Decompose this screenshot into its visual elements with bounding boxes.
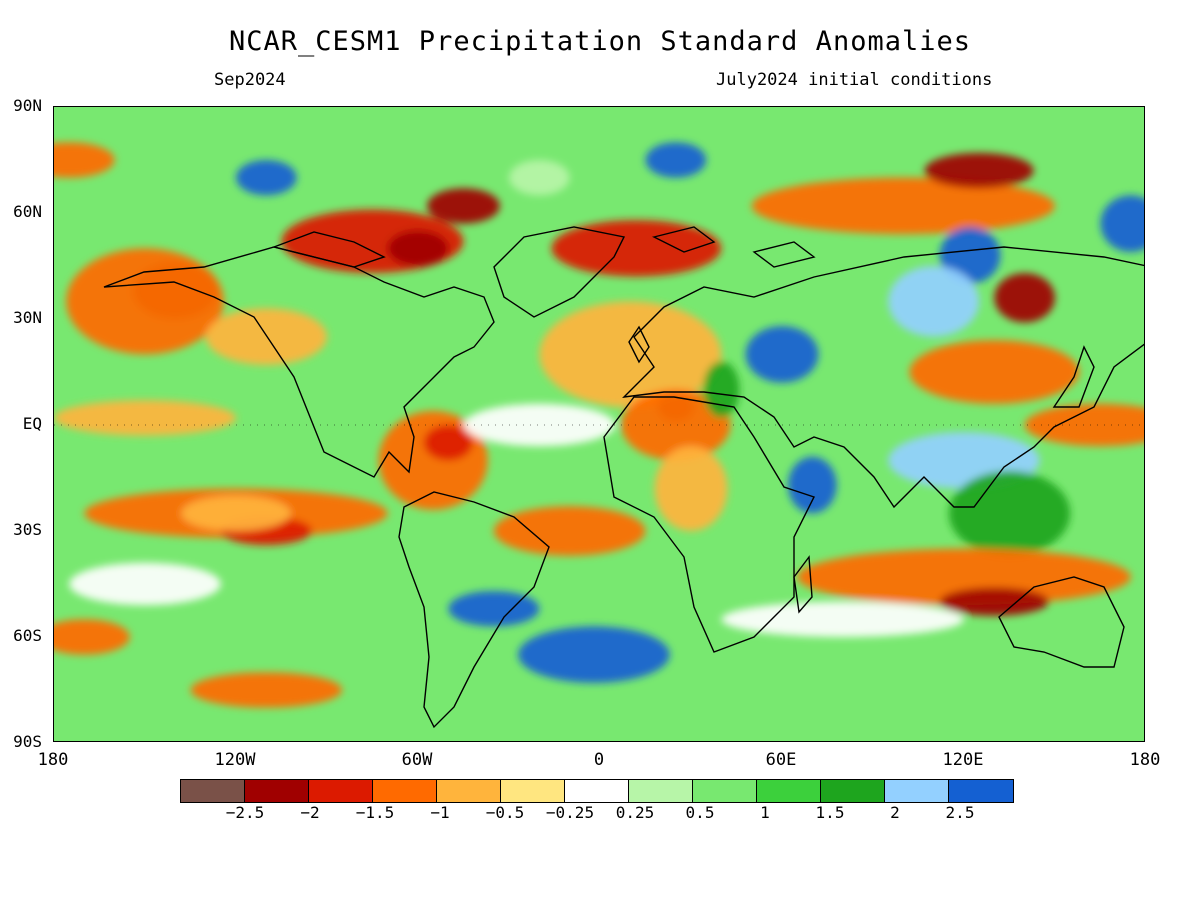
map-title: NCAR_CESM1 Precipitation Standard Anomal… [229, 26, 971, 57]
anomaly-region [54, 142, 115, 178]
lat-label-90n: 90N [13, 96, 42, 115]
anomaly-region [939, 587, 1049, 616]
coastline-japan [1052, 345, 1095, 408]
anomaly-region [994, 273, 1055, 323]
anomaly-region [721, 601, 965, 637]
anomaly-region [448, 591, 540, 627]
colorbar-label: 0.25 [615, 803, 655, 822]
lon-label-120w: 120W [214, 750, 256, 770]
colorbar-swatch [501, 780, 565, 802]
anomaly-region [745, 326, 819, 383]
colorbar-label: 2.5 [945, 803, 975, 822]
coastline-eurasia [622, 246, 1144, 509]
colorbar-label: −2.5 [225, 803, 265, 822]
colorbar-swatch [949, 780, 1013, 802]
colorbar-swatch [437, 780, 501, 802]
lon-label-60w: 60W [401, 750, 433, 770]
anomaly-region [645, 142, 707, 178]
anomaly-region [948, 470, 1071, 556]
colorbar-label: 0.5 [685, 803, 715, 822]
coastline-arctic-islands [271, 226, 816, 268]
anomaly-region [621, 389, 731, 461]
lat-label-90s: 90S [13, 732, 42, 751]
coastline-south-america [398, 491, 550, 729]
colorbar-swatch [757, 780, 821, 802]
anomaly-region [463, 403, 616, 447]
colorbar-swatch [245, 780, 309, 802]
coastline-greenland [493, 226, 626, 318]
colorbar [180, 779, 1014, 803]
colorbar-swatch [629, 780, 693, 802]
anomaly-region [190, 672, 343, 708]
anomaly-region [427, 188, 500, 224]
coastlines [103, 226, 1144, 729]
colorbar-label: −1 [430, 803, 450, 822]
anomaly-region [539, 301, 722, 408]
colorbar-swatch [885, 780, 949, 802]
anomaly-region [66, 248, 224, 355]
colorbar-swatch [565, 780, 629, 802]
colorbar-swatch [821, 780, 885, 802]
anomaly-region [939, 227, 1001, 284]
anomaly-region [54, 619, 130, 655]
coastline-madagascar [793, 555, 813, 614]
anomaly-field [54, 142, 1144, 708]
colorbar-label: 2 [890, 803, 900, 822]
colorbar-label: −2 [300, 803, 320, 822]
forecast-month: Sep2024 [214, 70, 286, 90]
anomaly-region [888, 266, 980, 337]
lat-label-30n: 30N [13, 308, 42, 327]
anomaly-region [424, 425, 473, 461]
colorbar-swatch [309, 780, 373, 802]
anomaly-region [797, 548, 1131, 606]
colorbar-swatch [693, 780, 757, 802]
colorbar-label: 1.5 [815, 803, 845, 822]
lat-label-eq: EQ [22, 414, 42, 433]
anomaly-region [69, 562, 221, 606]
anomaly-region [387, 230, 449, 266]
colorbar-swatch [373, 780, 437, 802]
lat-label-30s: 30S [13, 520, 42, 539]
lon-label-180e: 180 [1129, 750, 1161, 770]
colorbar-label: 1 [760, 803, 770, 822]
anomaly-region [1100, 195, 1144, 252]
map-frame [53, 106, 1145, 742]
anomaly-region [181, 495, 291, 531]
lon-label-120e: 120E [942, 750, 984, 770]
anomaly-region [654, 446, 728, 531]
lat-label-60s: 60S [13, 626, 42, 645]
lon-label-60e: 60E [765, 750, 797, 770]
anomaly-region [751, 177, 1055, 235]
anomaly-region [509, 160, 570, 196]
coastline-uk [628, 325, 650, 364]
world-map [54, 107, 1144, 741]
anomaly-region [924, 152, 1034, 189]
anomaly-region [703, 361, 740, 418]
anomaly-region [493, 506, 646, 556]
lon-label-180w: 180 [37, 750, 69, 770]
colorbar-swatch [181, 780, 245, 802]
colorbar-label: −0.25 [545, 803, 595, 822]
coastline-africa [603, 396, 815, 653]
anomaly-region [788, 456, 837, 514]
lon-label-0: 0 [593, 750, 605, 770]
anomaly-region [54, 400, 236, 436]
anomaly-region [518, 626, 670, 683]
anomaly-region [551, 220, 722, 277]
coastline-australia [998, 576, 1125, 668]
colorbar-label: −0.5 [485, 803, 525, 822]
initial-conditions: July2024 initial conditions [716, 70, 993, 90]
anomaly-region [909, 340, 1080, 404]
anomaly-region [236, 160, 297, 196]
anomaly-region [1024, 403, 1144, 447]
colorbar-label: −1.5 [355, 803, 395, 822]
lat-label-60n: 60N [13, 202, 42, 221]
